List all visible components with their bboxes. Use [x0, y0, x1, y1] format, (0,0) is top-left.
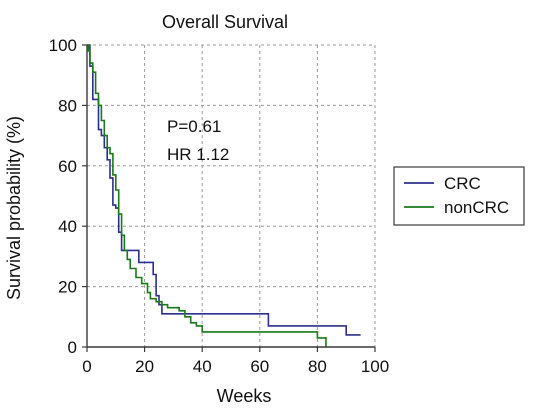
x-tick-label: 20 — [135, 357, 154, 376]
y-tick-label: 0 — [68, 338, 77, 357]
x-tick-label: 60 — [250, 357, 269, 376]
grid — [87, 44, 376, 347]
x-tick-label: 100 — [361, 357, 389, 376]
x-axis-label: Weeks — [217, 386, 272, 406]
y-tick-label: 40 — [58, 217, 77, 236]
y-tick-label: 20 — [58, 278, 77, 297]
survival-curve-noncrc — [87, 44, 327, 347]
y-tick-label: 80 — [58, 96, 77, 115]
y-tick-label: 60 — [58, 157, 77, 176]
chart-title: Overall Survival — [162, 12, 288, 32]
legend-box — [393, 166, 525, 226]
legend-label-crc: CRC — [444, 174, 481, 193]
y-tick-label: 100 — [49, 36, 77, 55]
survival-curve-crc — [87, 44, 361, 336]
axes — [82, 44, 376, 352]
series-layer — [87, 44, 361, 347]
x-tick-label: 0 — [82, 357, 91, 376]
p-value-annotation: P=0.61 — [167, 117, 221, 136]
y-axis-label: Survival probability (%) — [4, 116, 24, 300]
legend-label-noncrc: nonCRC — [444, 198, 509, 217]
x-tick-label: 80 — [308, 357, 327, 376]
hazard-ratio-annotation: HR 1.12 — [167, 145, 229, 164]
x-tick-label: 40 — [193, 357, 212, 376]
tick-labels: 0 20 40 60 80 100 0 20 40 60 80 100 — [49, 36, 390, 376]
legend: CRC nonCRC — [393, 166, 525, 226]
